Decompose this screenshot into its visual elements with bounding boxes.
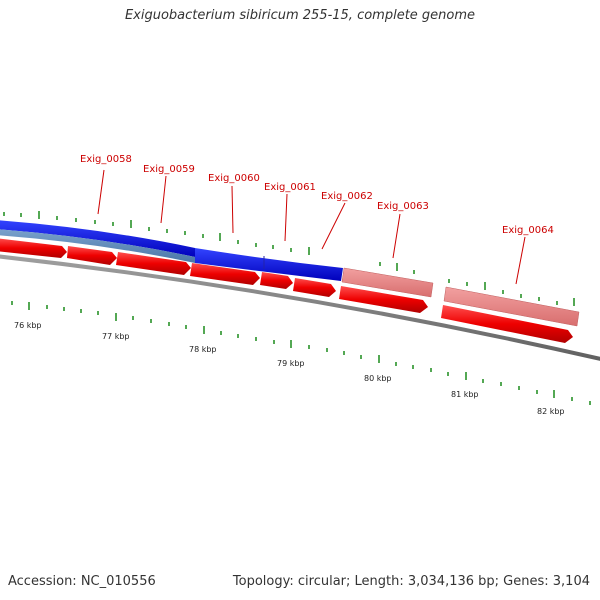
pink-features	[341, 267, 580, 327]
kbp-label-82: 82 kbp	[537, 407, 565, 416]
kbp-label-78: 78 kbp	[189, 345, 217, 354]
kbp-label-80: 80 kbp	[364, 374, 392, 383]
kbp-label-76: 76 kbp	[14, 321, 42, 330]
lower-tick-track	[11, 301, 591, 405]
gene-label-exig-0061: Exig_0061	[264, 182, 316, 193]
kbp-label-81: 81 kbp	[451, 390, 479, 399]
gene-label-exig-0058: Exig_0058	[80, 154, 132, 165]
kbp-label-79: 79 kbp	[277, 359, 305, 368]
gene-label-exig-0062: Exig_0062	[321, 191, 373, 202]
upper-tick-track	[3, 211, 575, 306]
gene-label-exig-0064: Exig_0064	[502, 225, 554, 236]
gene-label-leaders	[97, 169, 526, 285]
genome-backbone	[0, 254, 600, 361]
map-title: Exiguobacterium sibiricum 255-15, comple…	[124, 8, 476, 23]
highlight-band	[0, 220, 343, 281]
kbp-label-77: 77 kbp	[102, 332, 130, 341]
kbp-labels: 76 kbp 77 kbp 78 kbp 79 kbp 80 kbp 81 kb…	[14, 321, 565, 416]
topology-text: Topology: circular; Length: 3,034,136 bp…	[232, 574, 590, 589]
gene-label-exig-0059: Exig_0059	[143, 164, 195, 175]
gene-labels: Exig_0058 Exig_0059 Exig_0060 Exig_0061 …	[80, 154, 554, 236]
gene-label-exig-0060: Exig_0060	[208, 173, 260, 184]
gene-label-exig-0063: Exig_0063	[377, 201, 429, 212]
accession-text: Accession: NC_010556	[8, 574, 156, 589]
gene-arrows	[0, 238, 573, 343]
